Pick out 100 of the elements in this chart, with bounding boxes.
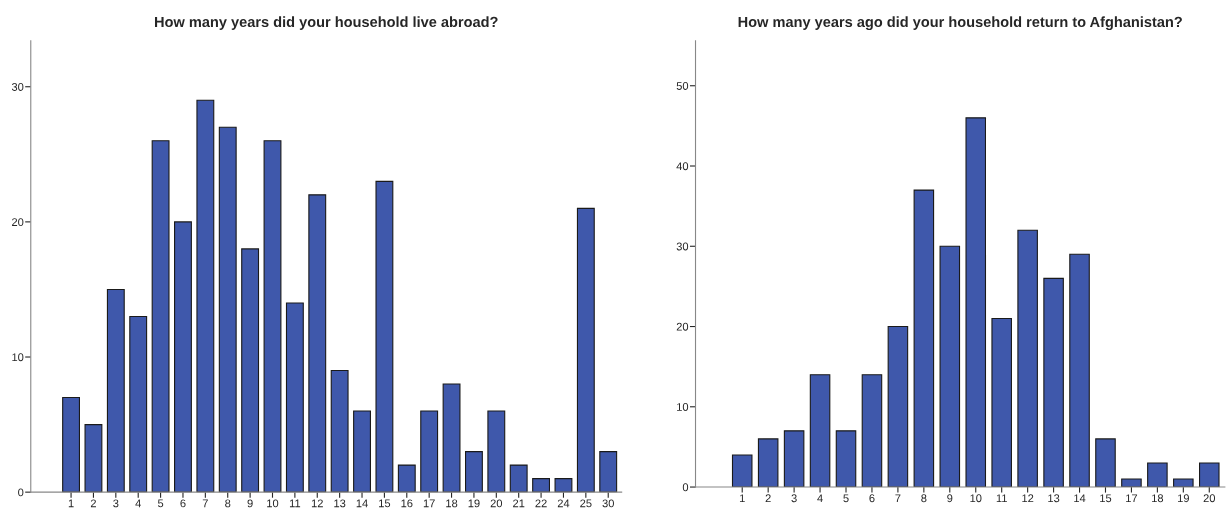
x-tick-label: 12 [1022,494,1034,503]
y-tick-label: 0 [18,488,24,497]
x-tick-label: 18 [1152,494,1164,503]
x-tick-label: 12 [311,499,323,508]
bar [397,464,416,493]
y-tick-label: 20 [676,322,689,331]
x-tick-label: 24 [557,499,570,508]
x-tick-label: 7 [895,494,901,503]
bar [991,317,1012,488]
y-tick-label: 30 [11,83,24,91]
bar [599,451,618,493]
x-tick-label: 15 [379,499,391,508]
x-tick-label: 1 [68,499,74,508]
bar [218,126,237,493]
bar [913,189,935,488]
x-tick-label: 15 [1100,494,1112,503]
bar [62,397,81,493]
bar [1069,253,1090,488]
x-tick-label: 9 [947,494,953,503]
bar [1043,277,1064,488]
bar [308,194,327,493]
y-tick-label: 0 [682,483,689,492]
bar [835,430,857,488]
bar [1121,478,1142,488]
x-tick-label: 4 [817,494,823,503]
bar [263,140,282,493]
x-tick-label: 11 [289,499,301,508]
bar [887,325,909,488]
x-tick-label: 9 [247,499,253,508]
chart-title: How many years ago did your household return to Afghanistan? [738,16,1182,30]
bar [1198,462,1220,488]
bar [1095,438,1116,488]
x-tick-label: 5 [843,494,849,503]
x-tick-label: 21 [513,499,525,508]
x-tick-label: 20 [490,499,503,508]
bar [576,207,595,493]
bar [532,478,551,493]
x-tick-label: 1 [739,494,745,503]
bar [330,369,349,493]
y-tick-label: 20 [12,218,24,227]
bar [1173,478,1194,488]
bar [442,383,461,493]
x-tick-label: 8 [225,499,231,508]
x-tick-label: 20 [1203,494,1216,503]
x-tick-label: 22 [535,499,547,508]
x-tick-label: 2 [90,499,96,508]
bar [1147,462,1168,488]
x-tick-label: 6 [180,499,186,508]
bar [731,454,753,488]
x-tick-label: 11 [996,494,1007,503]
bar [464,451,483,493]
x-tick-label: 25 [580,499,592,508]
x-tick-label: 17 [1126,494,1138,503]
x-tick-label: 16 [401,499,413,508]
bar [809,374,831,488]
x-tick-label: 30 [602,499,614,508]
x-tick-label: 3 [113,499,119,508]
chart-title: How many years did your household live abroad? [155,16,498,30]
bar [353,410,371,493]
bar [375,180,394,493]
bar [84,424,103,493]
x-tick-label: 19 [468,499,480,508]
y-tick-label: 10 [677,403,689,411]
y-tick-label: 50 [676,82,689,90]
x-tick-label: 2 [765,494,771,503]
bar [554,478,573,493]
bar [196,99,215,493]
bar [174,221,192,493]
bar [1017,229,1038,488]
bar [757,438,779,488]
bar [487,410,506,493]
x-tick-label: 19 [1178,494,1189,503]
bar [509,464,528,493]
y-tick-label: 10 [12,353,24,362]
x-tick-label: 10 [970,494,982,503]
x-tick-label: 10 [267,499,279,508]
x-tick-label: 4 [135,499,141,508]
x-tick-label: 14 [1074,494,1086,503]
x-tick-label: 5 [157,499,164,508]
x-tick-label: 3 [791,494,797,503]
x-tick-label: 7 [202,499,208,508]
x-tick-label: 13 [1048,494,1060,503]
y-tick-label: 30 [676,242,689,251]
x-tick-label: 13 [334,499,346,508]
bar [285,302,304,493]
x-tick-label: 14 [356,499,368,508]
bar [783,430,805,488]
bar [861,374,883,488]
bar [241,248,260,493]
x-tick-label: 17 [423,499,435,508]
bar [420,410,439,493]
bar [151,140,170,493]
x-tick-label: 6 [869,494,875,503]
bar [939,245,961,488]
x-tick-label: 8 [921,494,927,503]
bar [965,117,987,488]
x-tick-label: 18 [446,499,458,508]
bar [129,315,148,493]
y-tick-label: 40 [676,162,689,171]
bar [106,288,125,493]
